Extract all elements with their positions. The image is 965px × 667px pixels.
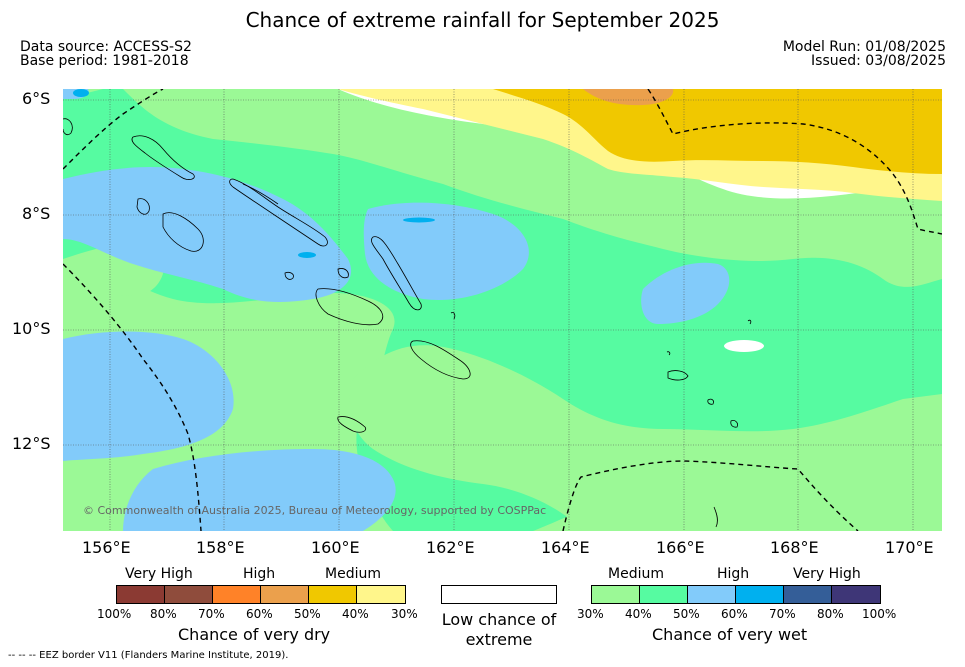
island-guadalcanal — [315, 288, 384, 326]
island-savo — [284, 271, 294, 280]
lon-label: 166°E — [656, 538, 705, 557]
wet-swatch — [591, 585, 640, 604]
wet-50-southwest — [63, 331, 234, 461]
lat-label: 12°S — [12, 434, 51, 453]
dry-tick: 100% — [97, 607, 132, 621]
dry-legend-header: High — [243, 566, 276, 582]
eez-border-north-east — [647, 89, 942, 235]
island-tiny-1 — [747, 319, 752, 325]
wet-60-patch-3 — [73, 89, 89, 97]
dry-tick: 30% — [391, 607, 418, 621]
dry-legend-header: Very High — [125, 566, 193, 582]
dry-tick: 70% — [198, 607, 225, 621]
island-shortlands — [63, 118, 73, 136]
wet-60-patch — [403, 217, 435, 223]
island-vella-lavella — [136, 198, 150, 215]
wet-tick: 70% — [769, 607, 796, 621]
wet-50-west — [63, 167, 352, 302]
eez-border-south-east — [562, 460, 859, 531]
dry-tick: 80% — [150, 607, 177, 621]
island-santa-isabel — [242, 183, 279, 205]
wet-tick: 60% — [721, 607, 748, 621]
low-chance-swatch — [441, 585, 557, 604]
dry-40-area — [493, 89, 942, 174]
wet-tick: 100% — [862, 607, 897, 621]
wet-legend-title: Chance of very wet — [652, 625, 808, 644]
island-santa-cruz — [667, 370, 689, 381]
island-small-east-2 — [730, 420, 738, 428]
lon-label: 168°E — [770, 538, 819, 557]
island-small-east — [707, 398, 714, 405]
island-reef — [450, 312, 456, 320]
dry-tick: 60% — [246, 607, 273, 621]
wet-60-patch-2 — [298, 252, 316, 258]
data-source: Data source: ACCESS-S2 — [20, 39, 192, 55]
wet-swatch — [687, 585, 736, 604]
model-run: Model Run: 01/08/2025 — [782, 39, 946, 55]
island-malaita — [371, 236, 422, 311]
dry-swatch — [356, 585, 406, 604]
lon-label: 156°E — [82, 538, 131, 557]
lon-label: 160°E — [311, 538, 360, 557]
wet-swatch — [639, 585, 688, 604]
lon-label: 158°E — [196, 538, 245, 557]
low-chance-title: Low chance of extreme — [441, 610, 557, 649]
low-chance-patch — [724, 340, 764, 352]
wet-swatch — [831, 585, 881, 604]
wet-30-south — [349, 345, 942, 531]
island-small-south — [713, 506, 718, 528]
map-copyright: © Commonwealth of Australia 2025, Bureau… — [83, 504, 546, 517]
wet-50-south — [123, 449, 396, 531]
wet-legend-header: Very High — [793, 566, 861, 582]
wet-swatch — [735, 585, 784, 604]
dry-swatch — [308, 585, 357, 604]
wet-legend-header: Medium — [608, 566, 664, 582]
lat-label: 10°S — [12, 319, 51, 338]
base-period: Base period: 1981-2018 — [20, 53, 189, 69]
island-russell — [337, 268, 349, 279]
map-title: Chance of extreme rainfall for September… — [245, 8, 720, 32]
wet-swatch — [783, 585, 832, 604]
wet-tick: 80% — [817, 607, 844, 621]
eez-border-west — [63, 263, 202, 531]
eez-border-png-solomons — [63, 89, 164, 170]
dry-swatch — [164, 585, 213, 604]
dry-legend-title: Chance of very dry — [178, 625, 331, 644]
dry-tick: 40% — [342, 607, 369, 621]
island-choiseul — [229, 178, 328, 247]
wet-tick: 30% — [577, 607, 604, 621]
dry-legend-header: Medium — [325, 566, 381, 582]
island-makira — [410, 340, 471, 380]
wet-legend-header: High — [717, 566, 750, 582]
wet-tick: 40% — [625, 607, 652, 621]
island-new-georgia — [162, 212, 204, 252]
lon-label: 164°E — [541, 538, 590, 557]
lon-label: 170°E — [885, 538, 934, 557]
wet-tick: 50% — [673, 607, 700, 621]
issued-date: Issued: 03/08/2025 — [811, 53, 946, 69]
wet-50-east — [641, 262, 730, 324]
island-bougainville — [131, 135, 195, 180]
dry-swatch — [212, 585, 261, 604]
lon-label: 162°E — [426, 538, 475, 557]
dry-swatch — [260, 585, 309, 604]
lat-label: 8°S — [22, 204, 51, 223]
rainfall-map: © Commonwealth of Australia 2025, Bureau… — [63, 89, 942, 531]
eez-footnote: -- -- -- EEZ border V11 (Flanders Marine… — [8, 650, 289, 661]
island-tiny-2 — [666, 351, 671, 356]
lat-label: 6°S — [22, 89, 51, 108]
dry-swatch — [116, 585, 165, 604]
dry-tick: 50% — [294, 607, 321, 621]
island-rennell — [337, 416, 367, 433]
